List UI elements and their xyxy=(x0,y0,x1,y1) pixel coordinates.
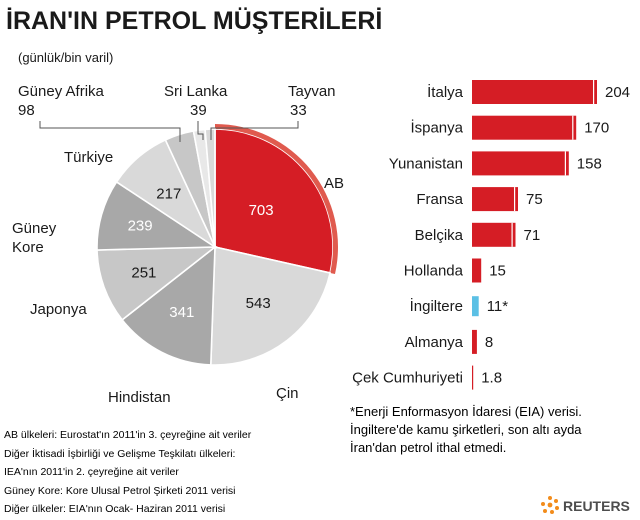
bar-category-label: Belçika xyxy=(415,227,464,244)
pie-category-label: 39 xyxy=(190,102,207,119)
footnote-line: İngiltere'de kamu şirketleri, son altı a… xyxy=(350,422,582,437)
pie-category-label: Sri Lanka xyxy=(164,83,228,100)
source-line: Diğer ülkeler: EIA'nın Ocak- Haziran 201… xyxy=(4,503,225,515)
bar-category-label: Hollanda xyxy=(404,263,464,280)
reuters-logo: REUTERS xyxy=(541,496,630,514)
bar-category-label: Fransa xyxy=(416,191,463,208)
leader-line xyxy=(39,121,181,142)
chart-title: İRAN'IN PETROL MÜŞTERİLERİ xyxy=(6,6,382,35)
bar xyxy=(472,222,516,247)
right-footnote: *Enerji Enformasyon İdaresi (EIA) verisi… xyxy=(350,404,582,455)
bar-value-label: 204 xyxy=(605,84,630,101)
bar-tick xyxy=(564,151,566,176)
reuters-dots-icon xyxy=(541,496,559,514)
pie-category-label: Kore xyxy=(12,239,44,256)
pie-category-label: Tayvan xyxy=(288,83,336,100)
source-line: IEA'nın 2011'in 2. çeyreğine ait veriler xyxy=(4,466,179,478)
bar-tick xyxy=(511,222,513,247)
bar-category-label: Çek Cumhuriyeti xyxy=(352,370,463,387)
pie-slice xyxy=(96,246,218,321)
pie-value-label: 543 xyxy=(246,295,271,312)
pie-category-label: Güney Afrika xyxy=(18,83,105,100)
bar-value-label: 158 xyxy=(577,155,602,172)
bar xyxy=(472,365,474,390)
bar-value-label: 170 xyxy=(584,120,609,137)
pie-category-label: Güney xyxy=(12,220,57,237)
bar-value-label: 1.8 xyxy=(481,370,502,387)
pie-value-label: 239 xyxy=(128,218,153,235)
bar-value-label: 11* xyxy=(487,298,509,315)
pie-category-label: Hindistan xyxy=(108,389,171,406)
source-line: Diğer İktisadi İşbirliği ve Gelişme Teşk… xyxy=(4,447,235,460)
pie-category-label: Japonya xyxy=(30,301,87,318)
leader-line xyxy=(210,121,299,140)
bar-tick xyxy=(514,187,516,212)
bar xyxy=(472,115,577,140)
pie-chart xyxy=(96,124,339,366)
bar xyxy=(472,187,518,212)
bar-category-label: İngiltere xyxy=(410,297,463,315)
pie-slice xyxy=(204,128,216,248)
pie-value-label: 251 xyxy=(131,265,156,282)
footnote-line: *Enerji Enformasyon İdaresi (EIA) verisi… xyxy=(350,404,582,419)
footnote-line: İran'dan petrol ithal etmedi. xyxy=(350,440,506,455)
bar-category-label: Yunanistan xyxy=(389,155,463,172)
leader-line xyxy=(197,121,204,140)
reuters-wordmark: REUTERS xyxy=(563,498,630,514)
pie-value-label: 217 xyxy=(156,185,181,202)
pie-value-label: 703 xyxy=(249,202,274,219)
bar xyxy=(472,296,479,317)
chart-subtitle: (günlük/bin varil) xyxy=(18,50,113,65)
pie-category-label: 33 xyxy=(290,102,307,119)
bar-category-label: İtalya xyxy=(427,83,464,101)
bar xyxy=(472,151,569,176)
bar-value-label: 71 xyxy=(524,227,541,244)
bar-value-label: 75 xyxy=(526,191,543,208)
bar xyxy=(472,258,482,283)
bar-value-label: 8 xyxy=(485,334,493,351)
source-line: Güney Kore: Kore Ulusal Petrol Şirketi 2… xyxy=(4,485,236,497)
bar-tick xyxy=(593,80,595,104)
bar-value-label: 15 xyxy=(489,263,506,280)
pie-value-label: 341 xyxy=(169,304,194,321)
pie-category-label: AB xyxy=(324,175,344,192)
pie-slice xyxy=(121,245,216,366)
bar-tick xyxy=(572,115,574,140)
bar-category-label: İspanya xyxy=(410,119,463,137)
bar-category-label: Almanya xyxy=(405,334,464,351)
pie-category-label: Çin xyxy=(276,385,299,402)
source-line: AB ülkeleri: Eurostat'ın 2011'in 3. çeyr… xyxy=(4,429,252,441)
pie-slice xyxy=(209,246,332,366)
bar xyxy=(472,80,597,104)
pie-category-label: 98 xyxy=(18,102,35,119)
bar xyxy=(472,329,477,354)
source-notes: AB ülkeleri: Eurostat'ın 2011'in 3. çeyr… xyxy=(4,429,252,515)
pie-category-label: Türkiye xyxy=(64,149,113,166)
